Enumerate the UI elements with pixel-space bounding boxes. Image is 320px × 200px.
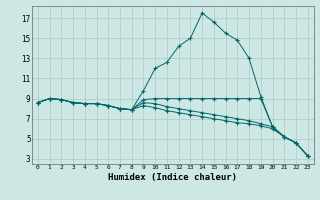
X-axis label: Humidex (Indice chaleur): Humidex (Indice chaleur) [108, 173, 237, 182]
